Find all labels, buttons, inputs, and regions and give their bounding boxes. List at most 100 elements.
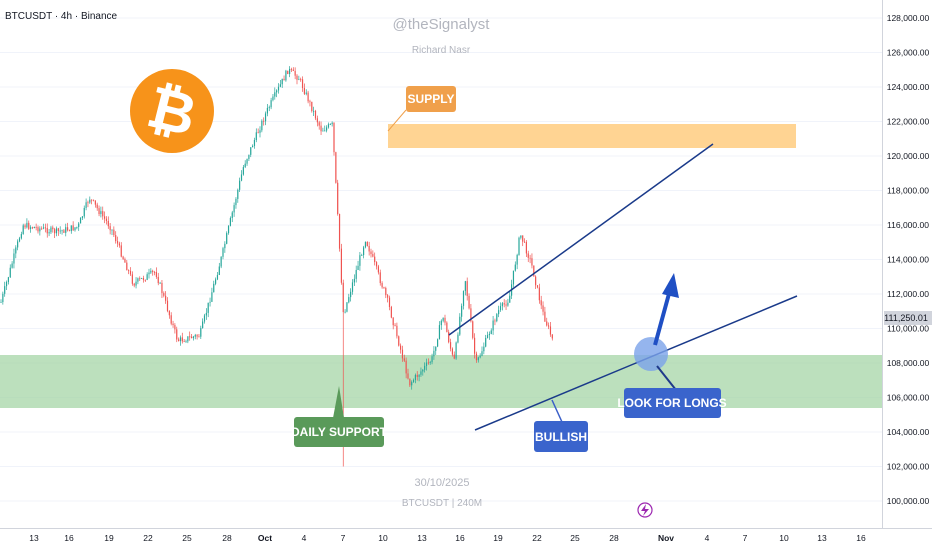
candle-body: [65, 227, 67, 233]
time-tick-label: 4: [302, 533, 307, 543]
daily-support-label: DAILY SUPPORT: [291, 386, 388, 447]
time-tick-label: 10: [378, 533, 388, 543]
candle-body: [509, 295, 511, 303]
candle-body: [104, 216, 106, 219]
candle-body: [501, 303, 503, 307]
candle-body: [205, 312, 207, 316]
supply-zone: [388, 124, 796, 148]
candle-body: [459, 316, 461, 335]
candle-body: [227, 225, 230, 234]
candle-body: [240, 174, 243, 181]
candle-body: [187, 336, 189, 342]
candle-body: [194, 335, 196, 337]
upper-trendline[interactable]: [448, 143, 714, 336]
candle-body: [298, 79, 300, 81]
candle-body: [200, 328, 202, 337]
candle-body: [303, 88, 305, 94]
time-tick-label: 28: [222, 533, 232, 543]
candle-body: [96, 204, 98, 209]
candle-body: [67, 227, 69, 231]
candle-body: [263, 120, 265, 122]
candle-body: [313, 110, 315, 112]
candle-body: [41, 228, 43, 230]
candlestick-series: [0, 66, 553, 467]
candle-body: [279, 84, 281, 87]
candle-body: [442, 317, 444, 321]
candle-body: [35, 227, 37, 228]
candle-body: [142, 278, 145, 280]
candle-body: [5, 281, 8, 287]
candle-body: [268, 107, 270, 109]
candle-body: [348, 297, 350, 303]
candle-body: [374, 256, 376, 263]
candle-body: [494, 320, 496, 322]
candle-body: [287, 70, 289, 75]
candle-body: [490, 330, 492, 334]
candle-body: [276, 90, 278, 93]
lower-trendline[interactable]: [474, 295, 798, 431]
candle-body: [252, 145, 254, 148]
candle-body: [131, 274, 133, 284]
candle-body: [453, 354, 455, 359]
candle-body: [146, 274, 148, 280]
candle-body: [331, 122, 333, 125]
bitcoin-logo: ₿: [130, 69, 214, 153]
candle-body: [292, 69, 294, 71]
candle-body: [540, 300, 542, 306]
candle-body: [333, 122, 335, 153]
candle-body: [105, 218, 108, 221]
symbol-header[interactable]: BTCUSDT · 4h · Binance: [5, 11, 118, 22]
time-tick-label: 25: [570, 533, 580, 543]
price-tick-label: 102,000.00: [887, 462, 930, 472]
candle-body: [296, 75, 298, 80]
candle-body: [102, 211, 104, 217]
candle-body: [61, 230, 63, 232]
candle-body: [85, 202, 87, 208]
candle-body: [159, 282, 161, 284]
candle-body: [74, 227, 76, 231]
candle-body: [440, 320, 442, 326]
candle-body: [100, 211, 102, 215]
candle-body: [326, 127, 328, 131]
price-tick-label: 124,000.00: [887, 82, 930, 92]
candle-body: [364, 241, 367, 248]
candle-body: [314, 110, 317, 119]
candle-body: [144, 279, 146, 281]
candle-body: [387, 295, 389, 298]
candle-body: [185, 341, 187, 343]
candle-body: [37, 227, 39, 232]
candle-body: [464, 281, 466, 291]
time-axis[interactable]: 13 16 19 22 25 28 Oct 4 7 10 13 16 19 22 25 28 Nov 4 7 10 13…: [29, 533, 866, 543]
candle-body: [461, 305, 463, 317]
lightning-icon[interactable]: [637, 502, 653, 518]
candle-body: [109, 226, 111, 231]
candle-body: [133, 283, 135, 286]
current-price-tag: 111,250.01: [884, 311, 932, 325]
time-tick-label: 13: [817, 533, 827, 543]
candle-body: [431, 356, 433, 363]
time-tick-label: 19: [104, 533, 114, 543]
candle-body: [107, 220, 109, 227]
time-tick-label: 16: [64, 533, 74, 543]
candle-body: [379, 272, 381, 284]
candle-body: [438, 325, 441, 340]
long-entry-circle: [634, 337, 668, 371]
candle-body: [198, 336, 200, 338]
price-axis[interactable]: 128,000.00 126,000.00 124,000.00 122,000.00…: [887, 13, 930, 506]
candle-body: [277, 86, 280, 91]
candle-body: [448, 332, 450, 343]
candle-body: [305, 92, 307, 94]
candle-body: [239, 180, 241, 190]
watermark-symbol: BTCUSDT | 240M: [402, 498, 482, 509]
candle-body: [11, 263, 13, 268]
candle-body: [446, 322, 448, 333]
candle-body: [150, 270, 152, 273]
price-tick-label: 114,000.00: [887, 255, 929, 265]
candle-body: [246, 158, 248, 164]
candle-body: [289, 68, 291, 75]
candle-body: [76, 226, 78, 228]
candle-body: [398, 336, 400, 346]
candle-body: [155, 272, 157, 277]
